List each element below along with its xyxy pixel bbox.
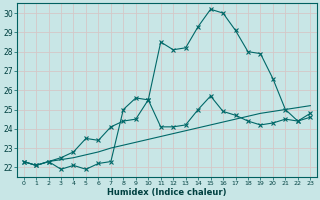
X-axis label: Humidex (Indice chaleur): Humidex (Indice chaleur) — [107, 188, 227, 197]
